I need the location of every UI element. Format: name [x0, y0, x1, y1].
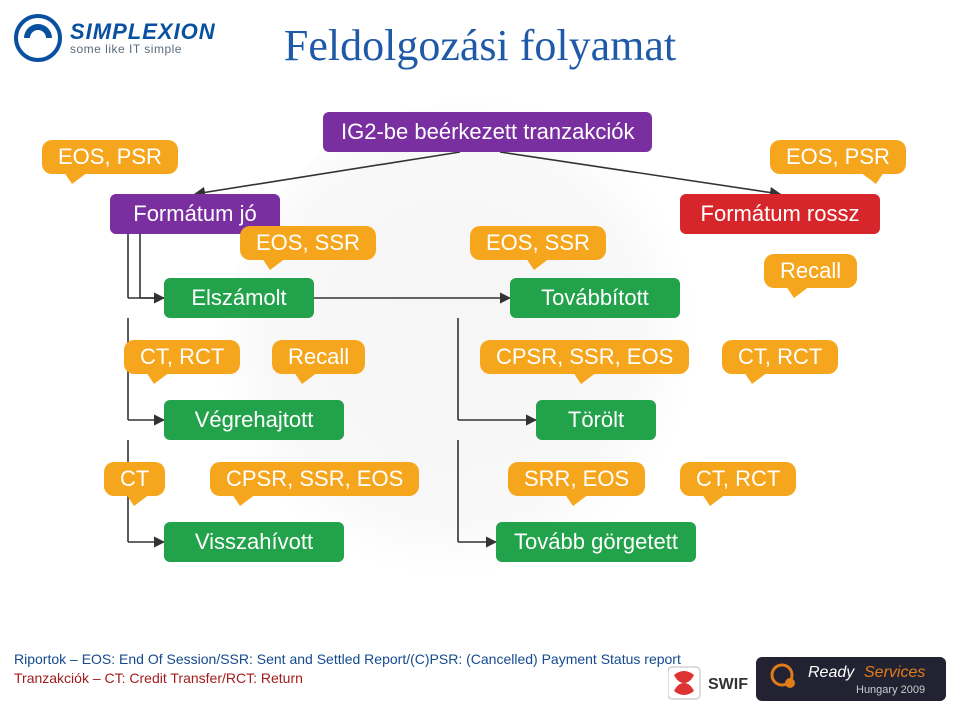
- svg-text:Hungary 2009: Hungary 2009: [856, 684, 925, 696]
- tag-eos_ssr_1: EOS, SSR: [240, 226, 376, 260]
- tag-eos_psr_l: EOS, PSR: [42, 140, 178, 174]
- svg-text:Ready: Ready: [808, 664, 855, 681]
- tag-recall_r: Recall: [764, 254, 857, 288]
- svg-text:SWIFT: SWIFT: [708, 676, 748, 693]
- node-elszamolt: Elszámolt: [164, 278, 314, 318]
- node-root: IG2-be beérkezett tranzakciók: [323, 112, 652, 152]
- footer-line-1: Riportok – EOS: End Of Session/SSR: Sent…: [14, 650, 681, 669]
- node-visszahivott: Visszahívott: [164, 522, 344, 562]
- node-format_bad: Formátum rossz: [680, 194, 880, 234]
- node-tovabb: Tovább görgetett: [496, 522, 696, 562]
- swift-logo: SWIFT: [668, 665, 748, 706]
- svg-text:Services: Services: [864, 664, 925, 681]
- tag-recall_l: Recall: [272, 340, 365, 374]
- tag-cpsr_2: CPSR, SSR, EOS: [210, 462, 419, 496]
- node-vegrehajtott: Végrehajtott: [164, 400, 344, 440]
- tag-srr_eos: SRR, EOS: [508, 462, 645, 496]
- footer-line-2: Tranzakciók – CT: Credit Transfer/RCT: R…: [14, 669, 681, 688]
- footer-acronyms: Riportok – EOS: End Of Session/SSR: Sent…: [14, 650, 681, 688]
- node-torolt: Törölt: [536, 400, 656, 440]
- node-tovabbitott: Továbbított: [510, 278, 680, 318]
- tag-ct_rct_3: CT, RCT: [680, 462, 796, 496]
- tag-ct_rct_1: CT, RCT: [124, 340, 240, 374]
- tag-eos_ssr_2: EOS, SSR: [470, 226, 606, 260]
- tag-ct_l: CT: [104, 462, 165, 496]
- tag-eos_psr_r: EOS, PSR: [770, 140, 906, 174]
- tag-cpsr_1: CPSR, SSR, EOS: [480, 340, 689, 374]
- tag-ct_rct_2: CT, RCT: [722, 340, 838, 374]
- ready-services-logo: Ready Services Hungary 2009: [756, 657, 946, 706]
- slide-title: Feldolgozási folyamat: [0, 20, 960, 71]
